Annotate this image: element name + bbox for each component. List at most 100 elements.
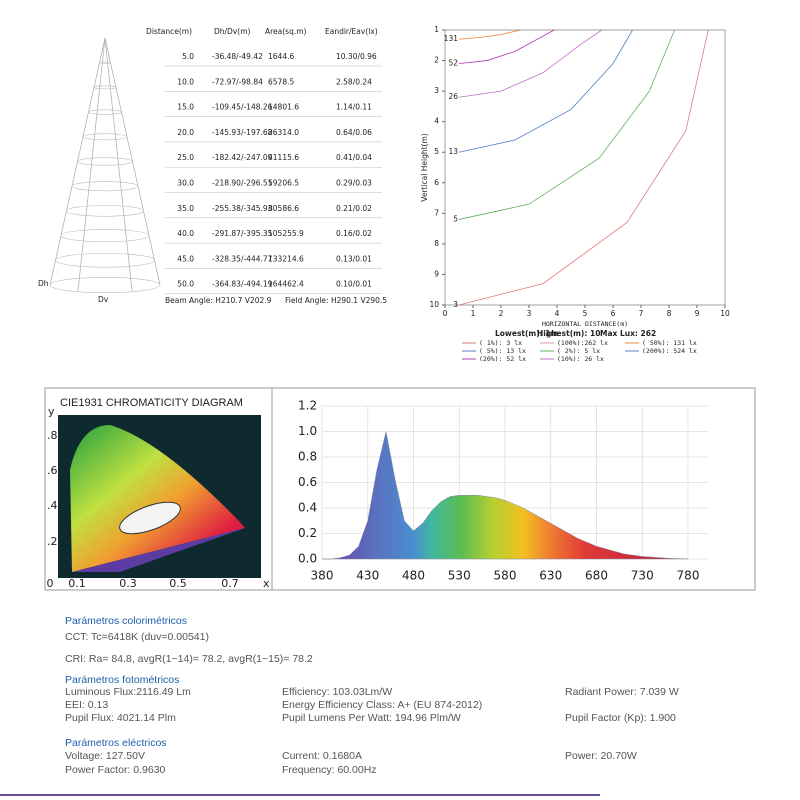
x-tick-label: 780 — [677, 569, 700, 583]
y-tick-label: 9 — [434, 269, 439, 278]
y-axis-label: Vertical Height(m) — [420, 133, 429, 201]
table-cell: -109.45/-148.26 — [212, 103, 273, 112]
dh-label: Dh — [38, 279, 49, 288]
table-cell: 5.0 — [182, 52, 194, 61]
table-cell: 2.58/0.24 — [336, 77, 372, 86]
cie-y-tick: .8 — [47, 429, 58, 442]
cie-x-tick: 0.1 — [68, 577, 86, 590]
cie-x-tick: 0.3 — [119, 577, 137, 590]
cie-x-tick: 0.7 — [221, 577, 239, 590]
legend-label: (10%): 26 lx — [557, 355, 604, 363]
spectrum-frame — [44, 387, 756, 591]
table-cell: -145.93/-197.68 — [212, 128, 273, 137]
cone-ring — [71, 181, 139, 192]
table-cell: 40.0 — [177, 229, 194, 238]
x-tick-label: 0 — [443, 309, 448, 318]
x-tick-label: 9 — [695, 309, 700, 318]
y-tick-label: 6 — [434, 178, 439, 187]
table-cell: 14801.6 — [268, 103, 299, 112]
cie-purple — [72, 528, 245, 572]
y-tick-label: 0.4 — [298, 501, 317, 515]
cone-ring — [49, 276, 161, 293]
isolux-label: 52 — [448, 59, 458, 68]
table-cell: -36.48/-49.42 — [212, 52, 263, 61]
isolux-label: 13 — [448, 147, 458, 156]
x-tick-label: 3 — [527, 309, 532, 318]
isolux-curve — [458, 29, 521, 40]
param-value: EEI: 0.13 — [65, 699, 108, 711]
cone-ring — [77, 157, 133, 166]
table-cell: 25.0 — [177, 153, 194, 162]
y-tick-label: 1 — [434, 25, 439, 34]
table-cell: 80586.6 — [268, 204, 299, 213]
table-cell: 0.13/0.01 — [336, 254, 372, 263]
x-tick-label: 730 — [631, 569, 654, 583]
table-cell: 20.0 — [177, 128, 194, 137]
cone-ring — [88, 109, 122, 115]
param-value: Efficiency: 103.03Lm/W — [282, 686, 392, 698]
legend-label: ( 5%): 13 lx — [479, 347, 526, 355]
cone-edge — [104, 37, 133, 292]
table-cell: 10.30/0.96 — [336, 52, 377, 61]
isolux-curve — [458, 29, 633, 153]
cone-ring — [99, 61, 111, 64]
table-cell: 45.0 — [177, 254, 194, 263]
x-axis-label: HORIZONTAL DISTANCE(m) — [542, 320, 628, 328]
table-cell: 0.41/0.04 — [336, 153, 372, 162]
spectrum-area — [322, 431, 689, 560]
cie-locus — [70, 425, 245, 572]
x-tick-label: 2 — [499, 309, 504, 318]
y-tick-label: 10 — [429, 300, 439, 309]
x-tick-label: 680 — [585, 569, 608, 583]
section-heading: Parámetros fotométricos — [65, 674, 179, 686]
param-line: CRI: Ra= 84.8, avgR(1~14)= 78.2, avgR(1~… — [65, 653, 313, 665]
table-cell: -72.97/-98.84 — [212, 77, 263, 86]
isolux-label: 5 — [453, 214, 458, 223]
y-tick-label: 0.0 — [298, 552, 317, 566]
y-tick-label: 5 — [434, 147, 439, 156]
table-cell: 1.14/0.11 — [336, 103, 372, 112]
cone-ring — [55, 253, 155, 268]
beam-angle: Beam Angle: H210.7 V202.9 — [165, 296, 272, 305]
y-tick-label: 8 — [434, 239, 439, 248]
table-cell: 15.0 — [177, 103, 194, 112]
cone-edge — [77, 37, 106, 292]
isolux-label: 26 — [448, 92, 458, 101]
table-cell: -364.83/-494.19 — [212, 280, 273, 289]
param-value: Frequency: 60.00Hz — [282, 764, 377, 776]
x-tick-label: 1 — [471, 309, 476, 318]
table-cell: -255.38/-345.93 — [212, 204, 273, 213]
table-cell: 0.21/0.02 — [336, 204, 372, 213]
table-cell: 35.0 — [177, 204, 194, 213]
param-value: Current: 0.1680A — [282, 750, 362, 762]
section-heading: Parámetros eléctricos — [65, 737, 167, 749]
x-tick-label: 7 — [639, 309, 644, 318]
table-cell: 164462.4 — [268, 280, 304, 289]
x-tick-label: 530 — [448, 569, 471, 583]
cie-x-tick: 0 — [47, 577, 54, 590]
param-value: Radiant Power: 7.039 W — [565, 686, 679, 698]
cie-y-tick: .4 — [47, 499, 58, 512]
x-tick-label: 5 — [583, 309, 588, 318]
table-cell: 1644.6 — [268, 52, 294, 61]
isolux-curve — [458, 29, 709, 306]
y-tick-label: 0.6 — [298, 475, 317, 489]
table-cell: 133214.6 — [268, 254, 304, 263]
y-tick-label: 0.2 — [298, 526, 317, 540]
table-cell: 0.10/0.01 — [336, 280, 372, 289]
param-value: Pupil Lumens Per Watt: 194.96 Plm/W — [282, 712, 461, 724]
table-cell: -291.87/-395.35 — [212, 229, 273, 238]
table-cell: 26314.0 — [268, 128, 299, 137]
table-cell: 30.0 — [177, 179, 194, 188]
table-cell: -218.90/-296.51 — [212, 179, 273, 188]
param-value: Pupil Factor (Kp): 1.900 — [565, 712, 676, 724]
table-header: Eandir/Eav(lx) — [325, 27, 378, 36]
y-tick-label: 4 — [434, 117, 439, 126]
legend-label: ( 2%): 5 lx — [557, 347, 600, 355]
table-header: Distance(m) — [146, 27, 192, 36]
table-cell: 41115.6 — [268, 153, 299, 162]
isolux-label: 3 — [453, 300, 458, 309]
x-tick-label: 8 — [667, 309, 672, 318]
param-value: Power Factor: 0.9630 — [65, 764, 166, 776]
